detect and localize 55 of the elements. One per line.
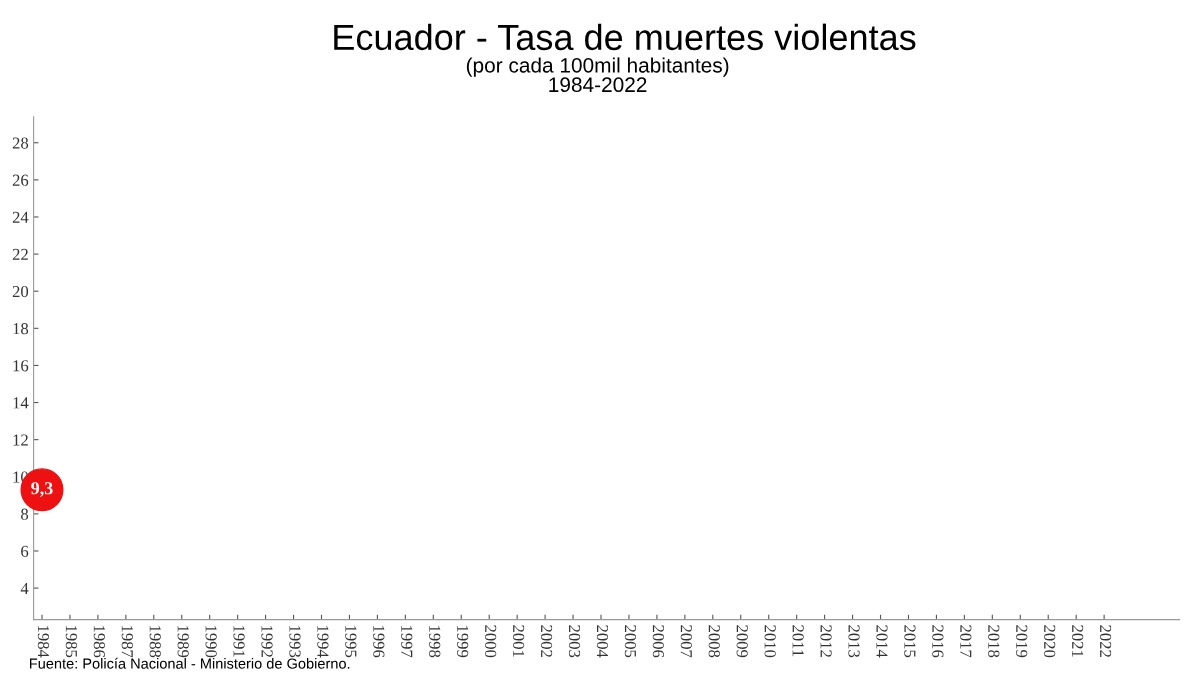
x-tick-label: 2013: [848, 625, 860, 658]
x-tick-label: 1995: [345, 625, 357, 658]
chart-title: Ecuador - Tasa de muertes violentas: [334, 23, 916, 51]
x-tick-label: 2014: [876, 625, 888, 658]
data-label: 9,3: [31, 482, 53, 497]
x-tick-label: 1990: [205, 625, 217, 658]
y-tick-label: 18: [13, 323, 29, 335]
x-tick-label: 2000: [485, 625, 497, 658]
y-tick-label: 22: [12, 248, 28, 260]
x-tick-label: 1991: [233, 625, 245, 657]
x-tick-label: 1988: [149, 625, 161, 658]
y-tick-label: 24: [12, 211, 29, 223]
x-tick-label: 1986: [93, 625, 105, 658]
x-tick-label: 2001: [512, 625, 525, 657]
x-tick-label: 1997: [401, 625, 413, 658]
x-tick-label: 1996: [373, 625, 385, 658]
y-tick-label: 6: [21, 545, 29, 557]
source-note: Fuente: Policía Nacional - Ministerio de Gobierno.: [30, 657, 350, 669]
x-tick-label: 1993: [289, 625, 301, 658]
x-tick-label: 2009: [736, 625, 748, 658]
x-tick-label: 2017: [960, 625, 972, 658]
x-tick-label: 2007: [680, 625, 692, 658]
x-tick-label: 2006: [652, 625, 664, 658]
y-tick-label: 8: [21, 508, 29, 520]
y-tick-label: 26: [12, 174, 29, 186]
x-tick-label: 2021: [1072, 625, 1084, 657]
x-tick-label: 1985: [65, 625, 78, 658]
x-tick-label: 1994: [317, 625, 329, 658]
x-tick-label: 2022: [1099, 625, 1112, 657]
x-tick-label: 1992: [261, 625, 273, 657]
y-tick-label: 14: [13, 397, 29, 409]
x-tick-label: 1998: [429, 625, 441, 658]
x-tick-label: 2011: [792, 625, 804, 657]
y-tick-label: 20: [12, 285, 29, 298]
x-tick-label: 2008: [708, 625, 720, 658]
x-tick-label: 2015: [904, 625, 916, 658]
x-tick-label: 2012: [820, 625, 832, 657]
x-tick-label: 2016: [932, 625, 944, 658]
x-tick-label: 2004: [596, 625, 609, 658]
x-tick-label: 2002: [540, 625, 553, 657]
x-tick-label: 1984: [37, 625, 50, 658]
y-tick-label: 4: [20, 582, 29, 594]
x-tick-label: 2005: [624, 625, 637, 658]
y-tick-label: 12: [13, 434, 28, 446]
x-tick-label: 1999: [457, 625, 469, 658]
x-tick-label: 2003: [568, 625, 581, 658]
x-tick-label: 2020: [1044, 625, 1056, 658]
x-tick-label: 2010: [764, 625, 776, 658]
x-tick-label: 1987: [121, 625, 133, 658]
x-tick-label: 1989: [177, 625, 189, 658]
x-tick-label: 2019: [1016, 625, 1028, 658]
y-tick-label: 28: [12, 137, 29, 149]
y-tick-label: 16: [13, 360, 29, 372]
chart-subtitle: (por cada 100mil habitantes) 1984-2022: [466, 57, 729, 93]
x-tick-label: 2018: [988, 625, 1000, 658]
